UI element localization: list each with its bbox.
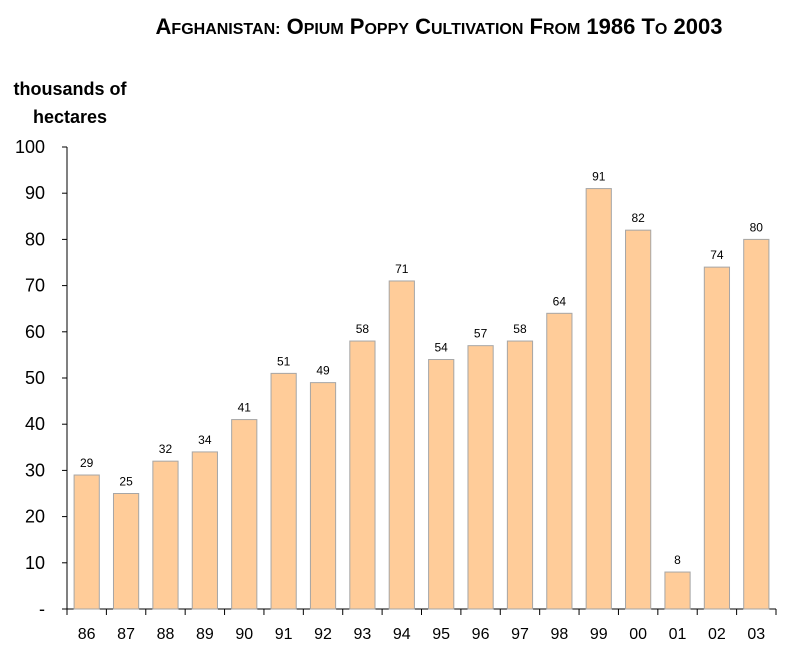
x-tick-label: 91 — [275, 626, 293, 643]
bar — [467, 345, 494, 610]
x-tick-label: 01 — [669, 626, 687, 643]
y-tick-label: 40 — [25, 414, 45, 434]
bar-value-label: 34 — [198, 433, 212, 447]
x-tick-label: 89 — [196, 626, 214, 643]
bar — [506, 340, 534, 610]
x-tick-label: 97 — [511, 626, 529, 643]
chart-title-text: AFGHANISTAN: OPIUM POPPY CULTIVATION FRO… — [156, 14, 723, 39]
x-tick-label: 98 — [550, 626, 568, 643]
bar — [112, 493, 140, 610]
y-tick-label: 70 — [25, 276, 45, 296]
bar — [546, 312, 573, 610]
bar-value-label: 57 — [474, 327, 488, 341]
x-tick-label: 92 — [314, 626, 332, 643]
bar — [270, 372, 297, 610]
y-tick-label: 90 — [25, 183, 45, 203]
bar-value-label: 82 — [631, 211, 645, 225]
y-tick-label: 30 — [25, 460, 45, 480]
bar — [664, 571, 691, 610]
bar — [152, 460, 179, 610]
x-tick-label: 88 — [157, 626, 175, 643]
y-tick-label: 10 — [25, 553, 45, 573]
y-tick-label: - — [39, 599, 45, 619]
bar-value-label: 51 — [277, 354, 291, 368]
y-tick-label: 20 — [25, 507, 45, 527]
bar — [625, 229, 652, 610]
bar-value-label: 91 — [592, 170, 606, 184]
bar — [743, 238, 770, 610]
bar — [388, 280, 415, 610]
y-tick-label: 80 — [25, 229, 45, 249]
x-tick-label: 00 — [629, 626, 647, 643]
x-tick-label: 96 — [472, 626, 490, 643]
y-tick-label: 100 — [15, 137, 45, 157]
x-tick-label: 87 — [117, 626, 135, 643]
bar — [191, 451, 218, 610]
y-tick-label: 50 — [25, 368, 45, 388]
x-tick-label: 93 — [354, 626, 372, 643]
bar-value-label: 49 — [316, 364, 330, 378]
bar — [349, 340, 376, 610]
y-tick-label: 60 — [25, 322, 45, 342]
x-tick-label: 94 — [393, 626, 411, 643]
x-tick-label: 02 — [708, 626, 726, 643]
bar — [428, 359, 455, 610]
bar-value-label: 29 — [80, 456, 94, 470]
bar-value-label: 54 — [435, 341, 449, 355]
bar-value-label: 41 — [238, 401, 252, 415]
bar-value-label: 32 — [159, 442, 173, 456]
bar — [231, 419, 258, 610]
bar — [703, 266, 731, 610]
x-tick-label: 90 — [235, 626, 253, 643]
bar-value-label: 64 — [553, 294, 567, 308]
bar-value-label: 58 — [356, 322, 370, 336]
bar — [73, 474, 100, 610]
x-tick-label: 95 — [432, 626, 450, 643]
bar-value-label: 80 — [750, 220, 764, 234]
bar — [585, 188, 612, 610]
bar-value-label: 71 — [395, 262, 409, 276]
bar-value-label: 58 — [513, 322, 527, 336]
x-tick-label: 03 — [747, 626, 765, 643]
bar — [309, 382, 337, 610]
x-tick-label: 86 — [78, 626, 96, 643]
y-axis-label: thousands of hectares — [13, 79, 127, 127]
bar-value-label: 74 — [710, 248, 724, 262]
bar-value-label: 25 — [119, 475, 133, 489]
bar-value-label: 8 — [674, 553, 681, 567]
chart-title: AFGHANISTAN: OPIUM POPPY CULTIVATION FRO… — [156, 14, 723, 39]
x-tick-label: 99 — [590, 626, 608, 643]
